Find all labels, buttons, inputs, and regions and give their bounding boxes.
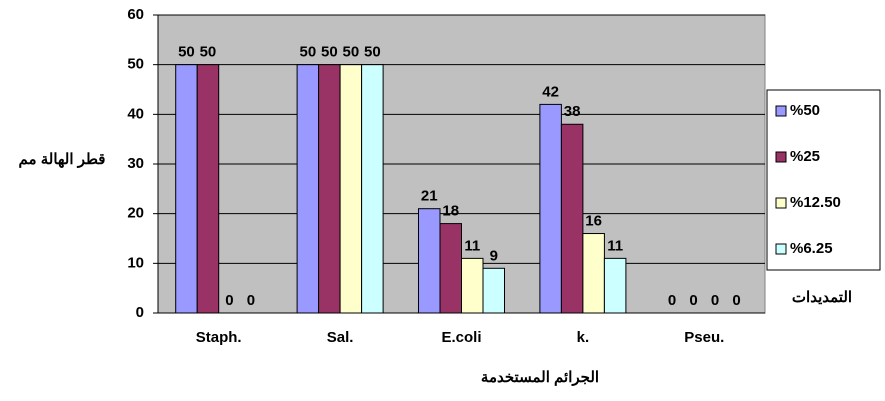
bar <box>339 64 363 314</box>
data-label: 0 <box>711 292 719 309</box>
bar <box>482 267 505 314</box>
legend-label: %12.50 <box>790 194 841 211</box>
data-label: 21 <box>421 188 438 205</box>
data-label: 50 <box>200 44 217 61</box>
data-label: 42 <box>542 83 559 100</box>
legend-swatch <box>775 197 787 209</box>
data-label: 18 <box>442 203 459 220</box>
data-label: 0 <box>247 292 255 309</box>
bar <box>361 64 384 314</box>
data-label: 50 <box>343 44 360 61</box>
legend-swatch <box>775 105 787 117</box>
data-label: 11 <box>464 237 480 254</box>
data-label: 0 <box>668 292 676 309</box>
legend-title: التمديدات <box>792 289 852 306</box>
bar <box>582 233 605 314</box>
x-tick-label: Pseu. <box>684 329 724 346</box>
bar <box>196 64 220 314</box>
legend-label: %50 <box>790 102 820 119</box>
data-label: 0 <box>689 292 697 309</box>
bar <box>296 64 320 314</box>
data-label: 50 <box>300 44 317 61</box>
bar <box>603 257 627 314</box>
y-tick-label: 40 <box>127 105 144 122</box>
data-label: 11 <box>607 237 623 254</box>
x-tick-label: E.coli <box>441 329 481 346</box>
bar <box>418 208 441 314</box>
x-axis-label: الجرائم المستخدمة <box>481 369 599 386</box>
bar <box>175 64 198 314</box>
data-label: 50 <box>178 44 195 61</box>
legend-swatch <box>775 151 787 163</box>
legend-label: %25 <box>790 148 820 165</box>
data-label: 50 <box>364 44 381 61</box>
data-label: 9 <box>490 247 498 264</box>
y-tick-label: 10 <box>127 254 144 271</box>
y-tick-label: 50 <box>127 56 144 73</box>
bar <box>461 257 484 314</box>
data-label: 38 <box>564 103 581 120</box>
y-tick-label: 60 <box>127 6 144 23</box>
x-tick-label: k. <box>577 329 590 346</box>
data-label: 0 <box>225 292 233 309</box>
y-tick-label: 30 <box>127 155 144 172</box>
bar <box>439 223 462 314</box>
legend-label: %6.25 <box>790 240 833 257</box>
x-tick-label: Staph. <box>196 329 242 346</box>
y-axis-label: قطر الهالة مم <box>19 151 106 168</box>
data-label: 16 <box>585 213 602 230</box>
x-tick-label: Sal. <box>327 329 354 346</box>
bar <box>539 103 562 314</box>
bar <box>318 64 341 314</box>
legend-box <box>766 89 881 271</box>
data-label: 0 <box>732 292 740 309</box>
data-label: 50 <box>321 44 338 61</box>
legend-swatch <box>775 243 787 255</box>
bar <box>560 123 584 314</box>
y-tick-label: 0 <box>136 304 144 321</box>
y-tick-label: 20 <box>127 205 144 222</box>
